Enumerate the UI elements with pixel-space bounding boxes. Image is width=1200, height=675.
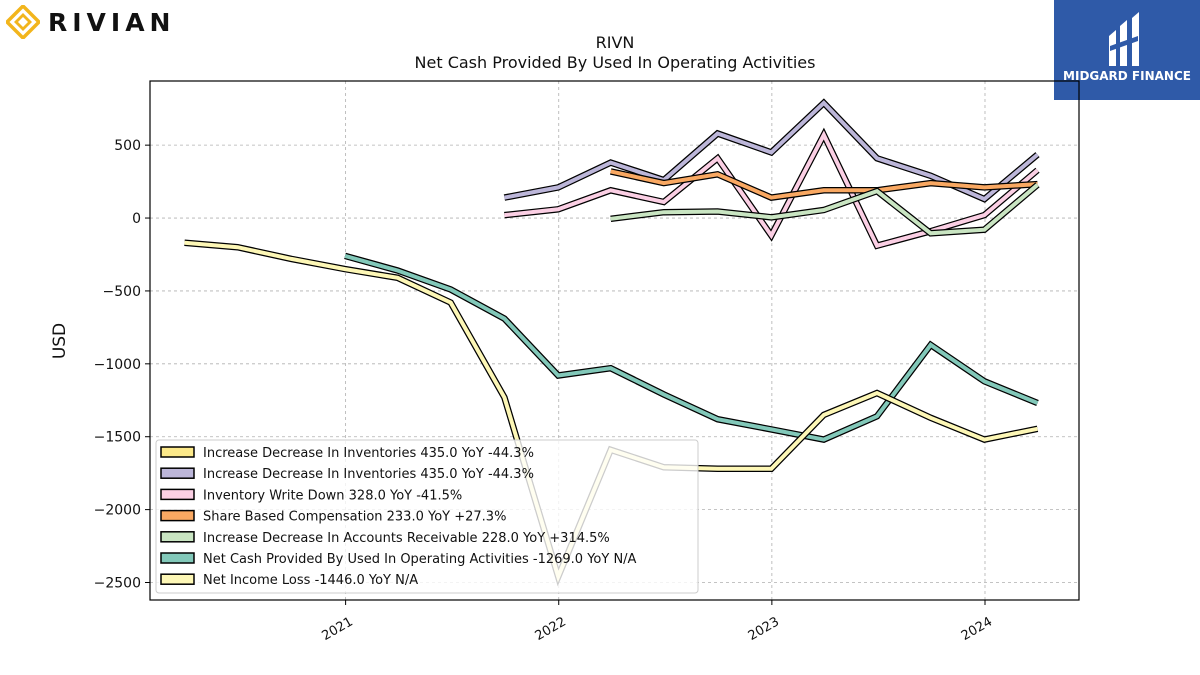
series-line-stroke	[504, 130, 1039, 249]
y-axis: −2500 −2000 −1500 −1000 −500 0 500	[94, 138, 150, 592]
legend-entry: Net Cash Provided By Used In Operating A…	[203, 552, 637, 567]
legend-entry: Inventory Write Down 328.0 YoY -41.5%	[203, 488, 462, 503]
legend: Increase Decrease In Inventories 435.0 Y…	[155, 439, 699, 594]
x-axis: 2021 2022 2023 2024	[319, 600, 995, 644]
legend-swatch	[160, 552, 195, 564]
chart-subtitle: Net Cash Provided By Used In Operating A…	[415, 53, 816, 72]
legend-swatch	[160, 446, 195, 458]
x-tick-label: 2022	[533, 614, 569, 644]
y-tick-label: −1000	[94, 357, 141, 373]
legend-entry: Increase Decrease In Inventories 435.0 Y…	[203, 446, 534, 461]
legend-entry: Increase Decrease In Inventories 435.0 Y…	[203, 467, 534, 482]
series-line	[610, 182, 1040, 237]
legend-swatch	[160, 509, 195, 522]
series-line	[504, 127, 1040, 250]
series-line	[610, 168, 1038, 201]
legend-swatch	[160, 573, 195, 585]
plot-frame	[149, 80, 1080, 601]
series-line-stroke	[610, 169, 1038, 200]
y-tick-label: 0	[132, 211, 141, 227]
partner-name: MIDGARD FINANCE	[1063, 69, 1191, 83]
legend-swatch	[160, 531, 195, 543]
x-tick-label: 2024	[959, 614, 995, 644]
y-tick-label: 500	[114, 138, 141, 154]
brand-name: RIVIAN	[48, 7, 176, 37]
legend-swatch	[160, 488, 195, 501]
legend-entry: Increase Decrease In Accounts Receivable…	[203, 531, 610, 546]
y-tick-label: −2500	[94, 576, 141, 592]
x-tick-label: 2021	[319, 614, 355, 644]
partner-logo-icon	[1054, 0, 1200, 100]
legend-box	[155, 439, 699, 594]
legend-entry: Share Based Compensation 233.0 YoY +27.3…	[203, 510, 506, 525]
brand-logo: RIVIAN	[6, 4, 175, 40]
chart-title: RIVN	[596, 33, 635, 52]
series-line-stroke	[344, 253, 1039, 442]
y-tick-label: −2000	[94, 503, 141, 519]
y-axis-label: USD	[50, 323, 70, 359]
rivian-diamond-icon	[6, 5, 40, 39]
legend-entry: Net Income Loss -1446.0 YoY N/A	[203, 573, 418, 588]
legend-swatch	[160, 467, 195, 479]
x-tick-label: 2023	[746, 614, 782, 644]
series-line-stroke	[610, 183, 1039, 236]
partner-logo: MIDGARD FINANCE	[1054, 0, 1200, 100]
series-line	[344, 252, 1039, 443]
y-tick-label: −500	[103, 284, 141, 300]
y-tick-label: −1500	[94, 430, 141, 446]
